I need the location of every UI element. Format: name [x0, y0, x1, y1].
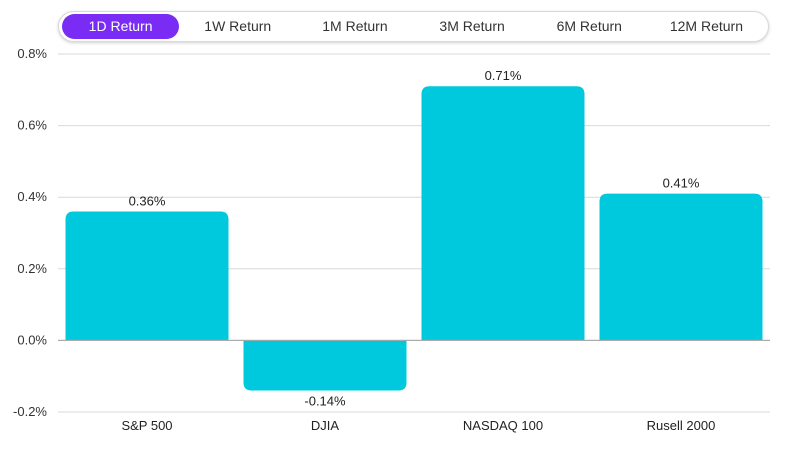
y-tick-label: 0.8%: [17, 46, 47, 61]
tab-6m-return[interactable]: 6M Return: [556, 18, 622, 34]
data-label: 0.36%: [129, 194, 166, 209]
x-tick-label: Rusell 2000: [647, 418, 716, 433]
x-tick-label: NASDAQ 100: [463, 418, 543, 433]
data-label: -0.14%: [304, 394, 346, 409]
y-tick-label: 0.2%: [17, 261, 47, 276]
tab-3m-return[interactable]: 3M Return: [439, 18, 505, 34]
data-label: 0.71%: [485, 68, 522, 83]
data-label: 0.41%: [663, 176, 700, 191]
y-tick-label: 0.0%: [17, 332, 47, 347]
tab-12m-return[interactable]: 12M Return: [669, 18, 744, 34]
period-tab-bar: 1D Return 1W Return 1M Return 3M Return …: [58, 11, 769, 42]
bar-djia: [243, 340, 407, 391]
tab-1w-return[interactable]: 1W Return: [204, 18, 272, 34]
y-tick-label: -0.2%: [13, 404, 47, 419]
tab-1d-return[interactable]: 1D Return: [62, 14, 180, 39]
bar-nasdaq-100: [421, 86, 585, 341]
tab-1m-return[interactable]: 1M Return: [322, 18, 388, 34]
bar-rusell-2000: [599, 193, 763, 341]
bar-s-p-500: [65, 211, 229, 341]
y-tick-label: 0.4%: [17, 189, 47, 204]
x-tick-label: S&P 500: [121, 418, 172, 433]
y-tick-label: 0.6%: [17, 118, 47, 133]
x-tick-label: DJIA: [311, 418, 340, 433]
